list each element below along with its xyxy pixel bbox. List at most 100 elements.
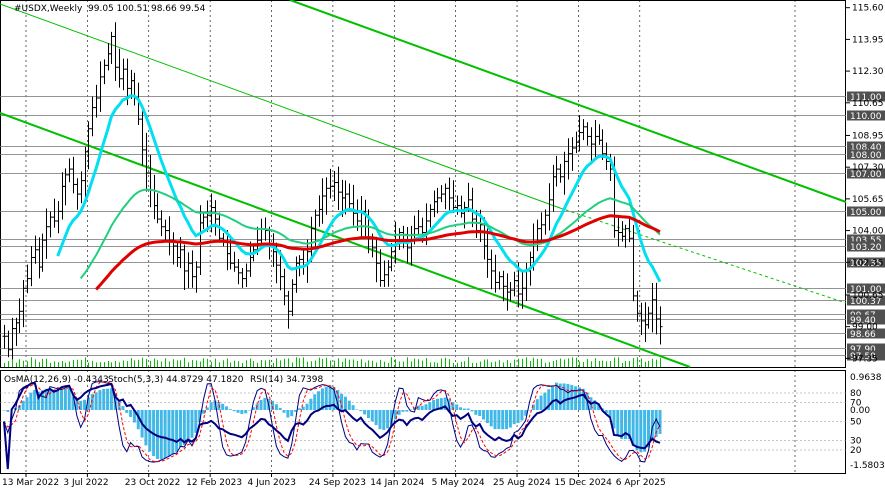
osma-bar [398,410,401,415]
osma-bar [348,401,351,410]
osma-bar [386,410,389,428]
level-label-box: 103.20 [847,242,885,254]
price-panel-frame [1,1,846,368]
osma-bar [240,410,243,414]
osma-bar [106,389,109,410]
osma-bar [513,410,516,424]
osma-bar [68,389,71,410]
osma-bar [244,410,247,413]
osma-bar [551,385,554,410]
osma-bar [359,410,362,411]
chart-symbol: #USDX,Weekly [14,4,83,14]
osma-bar [501,410,504,429]
osma-bar [121,406,124,410]
osma-label: OsMA(12,26,9) -0.4343 [4,375,109,385]
osma-bar [490,410,493,426]
osc-tick-label: 30 [850,437,862,447]
osma-bar [505,410,508,429]
osma-bar [263,398,266,410]
x-tick-label: 5 May 2024 [432,478,485,488]
osma-bar [352,405,355,410]
osma-bar [95,392,98,410]
trend-line-mid [0,4,560,208]
osma-bar [187,410,190,441]
osma-bar [474,410,477,415]
x-tick-label: 4 Jun 2023 [248,478,296,488]
y-tick-label: 97.35 [852,354,878,364]
osma-bar [290,410,293,416]
osc-tick-label: 0.9638 [850,373,882,383]
y-tick-label: 99.00 [852,323,878,333]
y-tick-label: 115.60 [852,4,884,14]
osma-bar [363,410,366,414]
osma-bar [56,391,59,410]
osma-bar [520,410,523,420]
rsi-label: RSI(14) 34.7398 [250,375,323,385]
oscillator-panel-frame [1,371,846,474]
osc-tick-label: 50 [850,418,862,428]
osma-bar [616,410,619,435]
osma-bar [497,410,500,429]
osma-bar [371,410,374,421]
y-tick-label: 105.65 [852,195,884,205]
osma-bar [355,409,358,410]
osma-bar [455,404,458,410]
osma-bar [467,409,470,410]
osc-tick-label: -1.5803 [850,461,885,471]
osma-bar [378,410,381,429]
osma-bar [225,406,228,410]
osma-bar [129,410,132,417]
osma-bar [210,402,213,410]
osma-bar [102,389,105,410]
osma-bar [432,400,435,410]
level-label-box: 108.00 [847,150,885,162]
osma-bar [309,399,312,410]
osma-bar [313,394,316,410]
osma-bar [22,401,25,410]
osma-bar [566,384,569,410]
osma-bar [367,410,370,418]
osma-bar [183,410,186,445]
osma-bar [233,410,236,411]
osma-bar [64,388,67,410]
osma-bar [221,404,224,410]
osma-bar [382,410,385,430]
y-tick-label: 112.30 [852,67,884,77]
y-tick-label: 113.95 [852,35,884,45]
y-tick-label: 110.65 [852,99,884,109]
osma-bar [179,410,182,447]
x-tick-label: 3 Jul 2022 [63,478,108,488]
osc-tick-label: 0.00 [850,406,870,416]
osma-bar [83,400,86,410]
x-tick-label: 24 Sep 2023 [309,478,366,488]
osma-bar [459,407,462,410]
level-label: 110.00 [850,112,882,122]
osma-bar [229,409,232,410]
y-tick-label: 102.35 [852,258,884,268]
osma-bar [26,397,29,410]
osma-bar [110,388,113,410]
osma-bar [175,410,178,452]
osma-bar [517,410,520,423]
y-tick-label: 104.00 [852,227,884,237]
y-tick-label: 108.95 [852,131,884,141]
level-label: 108.00 [850,151,882,161]
osma-bar [286,410,289,418]
osma-bar [298,408,301,410]
x-tick-label: 14 Jan 2024 [370,478,424,488]
level-label: 105.00 [850,208,882,218]
osma-bar [306,404,309,410]
osma-bar [375,410,378,425]
level-label-box: 105.00 [847,207,885,219]
osma-bar [3,410,6,411]
osma-bar [405,410,408,412]
osma-bar [463,409,466,410]
osma-bar [344,397,347,410]
osma-bar [424,404,427,410]
x-tick-label: 25 Aug 2024 [493,478,551,488]
osma-bar [160,410,163,460]
stoch-label: Stoch(5,3,3) 44.8729 47.1820 [108,375,244,385]
osma-bar [164,410,167,458]
